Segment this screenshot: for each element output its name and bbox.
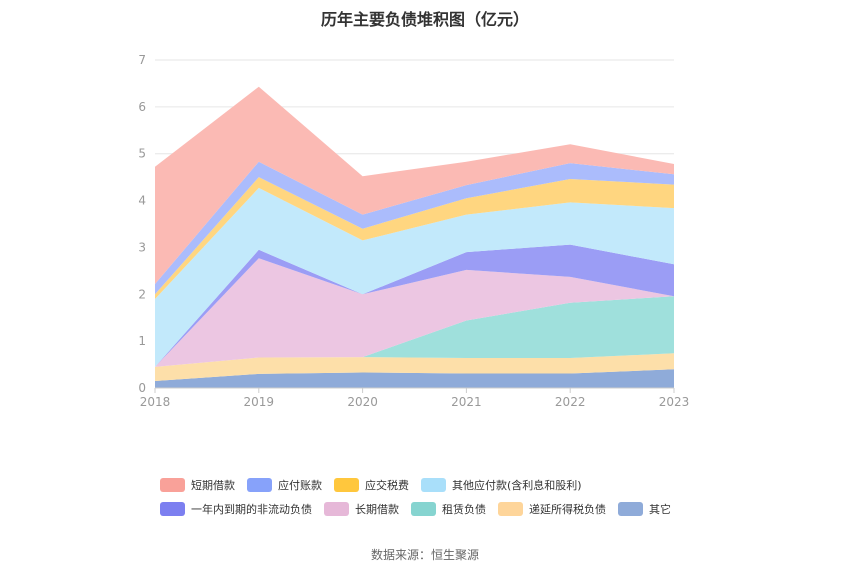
- legend-label: 长期借款: [355, 503, 399, 516]
- legend-label: 递延所得税负债: [529, 503, 606, 516]
- area-series: [155, 177, 674, 299]
- legend-swatch: [334, 478, 359, 492]
- x-tick-label: 2019: [244, 395, 275, 409]
- legend-item[interactable]: 租赁负债: [411, 501, 486, 517]
- chart-title: 历年主要负债堆积图（亿元）: [320, 10, 529, 29]
- legend-label: 应付账款: [278, 479, 322, 492]
- area-series: [155, 161, 674, 295]
- legend-label: 应交税费: [365, 479, 409, 492]
- area-series: [155, 244, 674, 367]
- legend-label: 租赁负债: [442, 503, 486, 516]
- legend-row-1: 短期借款 应付账款 应交税费 其他应付款(含利息和股利): [160, 473, 720, 497]
- x-tick-label: 2020: [347, 395, 378, 409]
- legend-label: 短期借款: [191, 479, 235, 492]
- legend-swatch: [160, 502, 185, 516]
- y-tick-label: 0: [138, 381, 146, 395]
- legend-item[interactable]: 其它: [618, 501, 671, 517]
- legend-item[interactable]: 应交税费: [334, 477, 409, 493]
- legend-swatch: [421, 478, 446, 492]
- area-series: [155, 187, 674, 367]
- area-series: [155, 86, 674, 284]
- legend-label: 其他应付款(含利息和股利): [452, 479, 582, 492]
- y-tick-label: 3: [138, 240, 146, 254]
- legend-swatch: [247, 478, 272, 492]
- legend-label: 一年内到期的非流动负债: [191, 503, 312, 516]
- legend-item[interactable]: 长期借款: [324, 501, 399, 517]
- legend-item[interactable]: 应付账款: [247, 477, 322, 493]
- legend-item[interactable]: 其他应付款(含利息和股利): [421, 477, 582, 493]
- legend-item[interactable]: 递延所得税负债: [498, 501, 606, 517]
- legend-swatch: [324, 502, 349, 516]
- legend-swatch: [498, 502, 523, 516]
- area-series: [155, 86, 674, 388]
- x-tick-label: 2022: [555, 395, 586, 409]
- x-tick-label: 2018: [140, 395, 171, 409]
- data-source: 数据来源：恒生聚源: [370, 548, 479, 562]
- y-tick-label: 4: [138, 194, 146, 208]
- legend-row-2: 一年内到期的非流动负债 长期借款 租赁负债 递延所得税负债 其它: [160, 497, 720, 521]
- y-tick-label: 6: [138, 100, 146, 114]
- x-tick-label: 2023: [659, 395, 690, 409]
- legend-swatch: [618, 502, 643, 516]
- legend: 短期借款 应付账款 应交税费 其他应付款(含利息和股利) 一年内到期的非流动负债 长期借…: [160, 473, 720, 521]
- area-series: [155, 353, 674, 381]
- legend-swatch: [160, 478, 185, 492]
- y-tick-label: 5: [138, 147, 146, 161]
- y-tick-label: 1: [138, 334, 146, 348]
- legend-item[interactable]: 短期借款: [160, 477, 235, 493]
- stacked-area-chart: 0 1 2 3 4 5 6 7 2018 2019 2020 2021 2022 2023: [138, 53, 689, 409]
- legend-label: 其它: [649, 503, 671, 516]
- y-tick-label: 7: [138, 53, 146, 67]
- x-tick-label: 2021: [451, 395, 482, 409]
- area-series: [155, 258, 674, 367]
- area-series: [155, 369, 674, 388]
- y-tick-label: 2: [138, 287, 146, 301]
- area-series: [155, 296, 674, 367]
- axes: 0 1 2 3 4 5 6 7 2018 2019 2020 2021 2022 2023: [138, 53, 689, 409]
- legend-swatch: [411, 502, 436, 516]
- legend-item[interactable]: 一年内到期的非流动负债: [160, 501, 312, 517]
